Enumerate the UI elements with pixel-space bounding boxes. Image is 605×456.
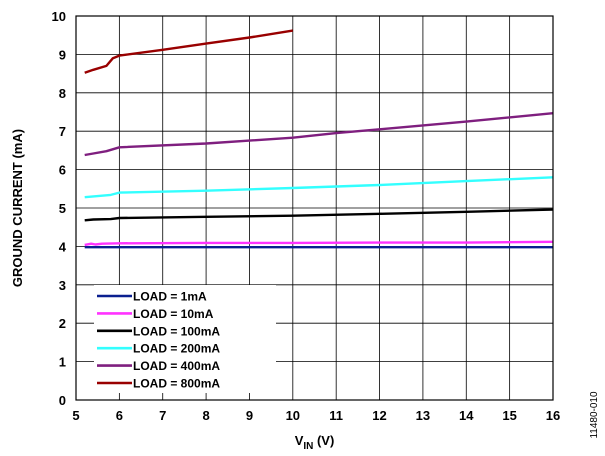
series-line (85, 242, 553, 245)
x-tick-label: 7 (159, 408, 166, 423)
y-tick-label: 10 (52, 9, 66, 24)
legend-label: LOAD = 200mA (133, 342, 220, 356)
y-tick-label: 5 (59, 201, 66, 216)
legend-label: LOAD = 800mA (133, 377, 220, 391)
y-axis-title: GROUND CURRENT (mA) (10, 129, 25, 287)
x-axis-title-main: V (295, 433, 304, 448)
figure-id: 11480-010 (589, 391, 600, 439)
x-tick-label: 15 (502, 408, 516, 423)
x-tick-label: 8 (202, 408, 209, 423)
legend-label: LOAD = 100mA (133, 324, 220, 338)
x-tick-label: 10 (286, 408, 300, 423)
legend: LOAD = 1mA LOAD = 10mA LOAD = 100mA LOAD = … (94, 285, 276, 393)
series-lines (85, 31, 553, 248)
x-tick-label: 16 (546, 408, 560, 423)
y-tick-label: 1 (59, 355, 66, 370)
series-line (85, 113, 553, 155)
x-tick-label: 14 (459, 408, 474, 423)
y-tick-label: 8 (59, 86, 66, 101)
x-tick-label: 12 (372, 408, 386, 423)
y-tick-label: 2 (59, 316, 66, 331)
x-tick-label: 6 (116, 408, 123, 423)
x-axis-title: VIN (V) (295, 433, 335, 452)
y-tick-label: 4 (59, 239, 67, 254)
x-tick-label: 11 (329, 408, 343, 423)
x-axis-title-unit: (V) (313, 433, 334, 448)
y-tick-label: 0 (59, 393, 66, 408)
x-tick-label: 9 (246, 408, 253, 423)
y-tick-label: 6 (59, 163, 66, 178)
x-tick-label: 5 (72, 408, 79, 423)
series-line (85, 210, 553, 221)
legend-label: LOAD = 10mA (133, 307, 214, 321)
series-line (85, 31, 293, 73)
x-axis-title-subscript: IN (303, 441, 313, 452)
y-tick-label: 7 (59, 124, 66, 139)
legend-label: LOAD = 400mA (133, 359, 220, 373)
y-tick-label: 3 (59, 278, 66, 293)
y-tick-label: 9 (59, 47, 66, 62)
series-line (85, 177, 553, 197)
x-tick-label: 13 (416, 408, 430, 423)
legend-label: LOAD = 1mA (133, 290, 207, 304)
